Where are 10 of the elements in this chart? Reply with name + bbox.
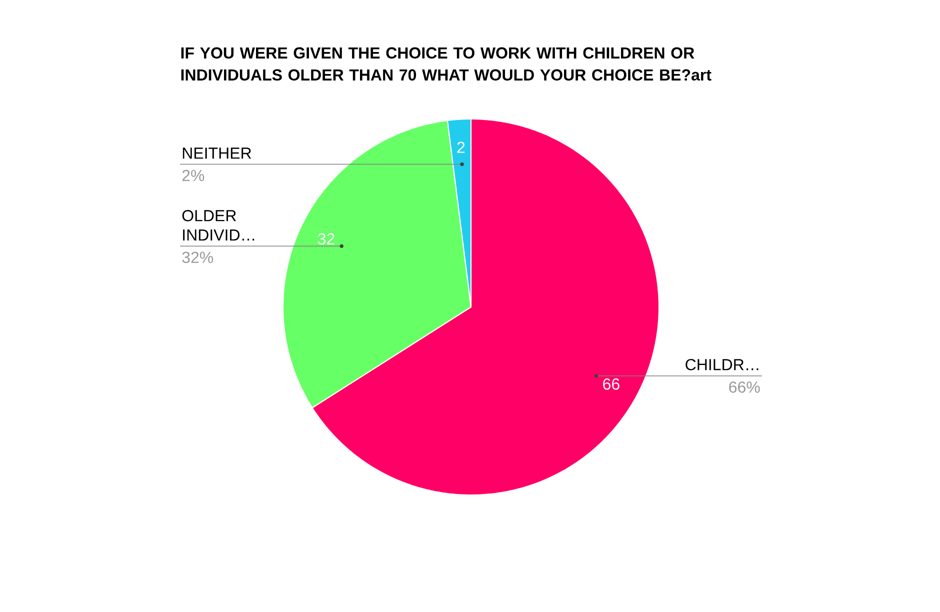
slice-label: OLDER INDIVID… xyxy=(182,210,254,241)
text: 32% xyxy=(182,252,214,264)
data-label: 32 xyxy=(318,233,334,245)
data-label: 66 xyxy=(603,378,620,390)
slice-label: CHILDR… xyxy=(686,358,758,370)
text: 66% xyxy=(729,381,760,393)
data-label: 2 xyxy=(457,142,465,153)
slice-label: NEITHER xyxy=(182,148,252,159)
chart-title: IF YOU WERE GIVEN THE CHOICE TO WORK WITH CHILDREN OR INDIVIDUALS OLDER THAN 70 WHAT WOULD YOUR CHOICE BE?art xyxy=(181,47,712,81)
text: 2% xyxy=(182,170,204,182)
